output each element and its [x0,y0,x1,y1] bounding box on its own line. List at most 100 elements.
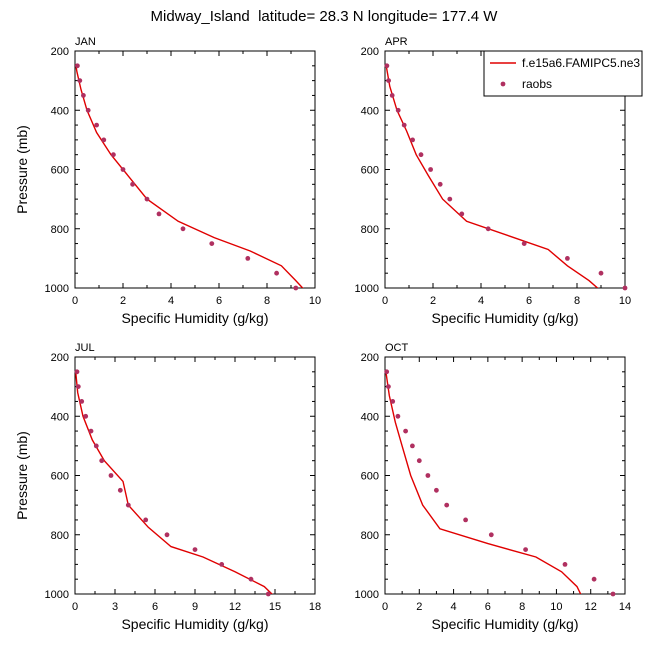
raobs-point [416,458,422,464]
raobs-point [117,487,123,493]
raobs-point [219,562,225,567]
x-tick-label: 2 [120,295,126,307]
y-tick-label: 1000 [355,589,379,601]
x-tick-label: 6 [526,295,532,307]
x-tick-label: 10 [550,601,562,613]
raobs-point [418,152,424,158]
raobs-point [444,502,450,508]
legend-obs-label: raobs [522,77,552,91]
x-tick-label: 8 [519,601,525,613]
raobs-point [622,285,628,291]
x-tick-label: 6 [216,295,222,307]
model-line [75,64,304,288]
x-tick-label: 10 [619,295,631,307]
raobs-point [81,93,86,98]
raobs-point [293,285,299,291]
y-tick-label: 600 [51,165,69,177]
raobs-point [386,78,391,83]
y-tick-label: 800 [51,530,69,542]
x-tick-label: 8 [574,295,580,307]
x-tick-label: 12 [585,601,597,613]
raobs-point [74,369,80,375]
x-axis-label: Specific Humidity (g/kg) [431,310,578,326]
y-tick-label: 600 [361,165,379,177]
y-tick-label: 800 [51,224,69,236]
panel-label: JUL [75,342,95,354]
raobs-point [93,443,99,449]
raobs-point [488,532,494,538]
panel-jul: 0 3 6 9 12 15 18 200 400 600 800 1000 JUL Specific Hu… [14,342,321,632]
y-tick-label: 200 [361,352,379,364]
raobs-point [164,532,170,538]
x-tick-label: 14 [619,601,631,613]
x-tick-label: 4 [451,601,457,613]
y-tick-label: 400 [51,105,69,117]
raobs-point [434,487,439,493]
x-tick-label: 3 [112,601,118,613]
x-tick-label: 9 [192,601,198,613]
raobs-point [389,93,395,98]
panel-label: OCT [385,342,409,354]
model-line [75,371,273,594]
raobs-point [390,399,396,404]
raobs-point [562,562,568,567]
raobs-point [77,78,83,83]
x-tick-label: 18 [309,601,321,613]
raobs-point [79,399,85,404]
plot-frame [384,356,626,595]
raobs-point [447,196,453,202]
raobs-point [144,196,150,202]
raobs-point [192,547,198,552]
panel-oct: 0 2 4 6 8 10 12 14 200 400 600 800 1000 OCT Specific H… [355,342,632,632]
y-tick-label: 1000 [45,589,69,601]
panel-apr: 0 2 4 6 8 10 200 400 600 800 1000 APR Specific Humid… [355,36,632,326]
raobs-point [384,369,390,375]
y-tick-label: 200 [51,46,69,58]
x-axis-label: Specific Humidity (g/kg) [121,616,268,632]
raobs-point [265,591,271,597]
x-tick-label: 2 [430,295,436,307]
panel-jan: 0 2 4 6 8 10 200 400 600 800 1000 JAN Specific Humid… [14,36,321,326]
raobs-point [156,211,162,217]
raobs-point [101,137,107,143]
x-axis-label: Specific Humidity (g/kg) [431,616,578,632]
x-tick-label: 0 [382,295,388,307]
raobs-point [143,517,149,523]
raobs-point [180,226,186,232]
x-tick-label: 0 [382,601,388,613]
raobs-point [94,122,99,128]
raobs-point [428,167,433,172]
x-tick-label: 4 [168,295,174,307]
raobs-point [598,270,604,276]
y-tick-label: 400 [361,411,379,423]
raobs-point [395,107,401,113]
y-tick-label: 600 [51,471,69,483]
x-tick-label: 10 [309,295,321,307]
raobs-point [425,473,431,478]
raobs-point [75,63,80,69]
raobs-point [83,413,89,419]
raobs-point [130,181,136,187]
y-tick-label: 800 [361,530,379,542]
y-axis-label: Pressure (mb) [14,125,30,214]
raobs-point [395,413,401,419]
x-tick-label: 8 [264,295,270,307]
legend-model-label: f.e15a6.FAMIPC5.ne3 [522,56,640,70]
raobs-point [274,270,279,276]
raobs-point [410,443,415,449]
raobs-point [88,428,94,434]
raobs-point [384,63,390,69]
legend-obs-swatch [500,81,506,87]
raobs-point [401,122,407,128]
y-tick-label: 400 [361,105,379,117]
raobs-point [125,502,131,508]
plot-area [385,371,582,594]
plot-area [75,64,304,288]
legend: f.e15a6.FAMIPC5.ne3 raobs [483,50,643,97]
raobs-point [591,576,597,582]
raobs-point [99,458,105,464]
y-tick-label: 1000 [355,283,379,295]
raobs-point [610,591,616,597]
raobs-point [386,384,391,389]
